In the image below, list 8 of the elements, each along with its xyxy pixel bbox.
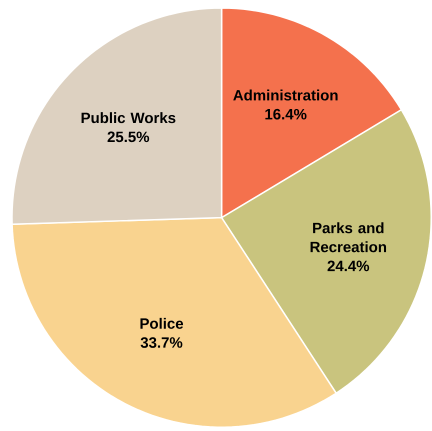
slice-label: Public Works (82, 112, 176, 124)
slice-label: Police (140, 318, 184, 329)
data-label: 25.5% (108, 131, 150, 142)
data-label: 16.4% (265, 108, 306, 120)
slice-label: Parks and Recreation (310, 222, 386, 252)
data-label: 33.7% (140, 337, 182, 348)
slice-label: Administration (233, 89, 338, 100)
data-label: 24.4% (328, 260, 370, 272)
